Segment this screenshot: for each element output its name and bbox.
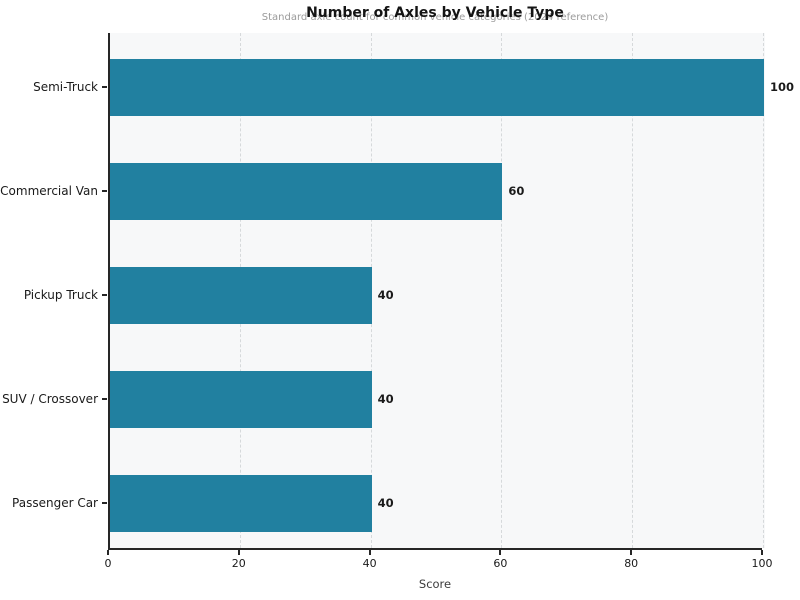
y-tick-mark (102, 86, 107, 88)
chart-subtitle: Standard axle count for common vehicle c… (261, 12, 609, 23)
x-axis-label: Score (418, 577, 452, 591)
bar-pickup-truck (110, 266, 372, 324)
y-tick-mark (102, 190, 107, 192)
bar-value-label: 100 (770, 80, 795, 94)
y-tick-mark (102, 502, 107, 504)
y-tick-mark (102, 398, 107, 400)
plot-area (108, 33, 765, 550)
bar-value-label: 40 (377, 288, 394, 302)
bar-suv-crossover (110, 370, 372, 428)
x-tick-label: 0 (104, 557, 112, 570)
x-tick-label: 60 (493, 557, 508, 570)
x-tick-mark (107, 550, 109, 555)
y-tick-label: Passenger Car (12, 496, 98, 510)
x-tick-mark (761, 550, 763, 555)
gridline (763, 33, 764, 548)
x-tick-mark (630, 550, 633, 555)
bar-semi-truck (110, 58, 764, 116)
x-tick-mark (237, 550, 240, 555)
bar-passenger-car (110, 474, 372, 532)
x-tick-label: 40 (362, 557, 377, 570)
bar-value-label: 60 (508, 184, 525, 198)
y-tick-mark (102, 294, 107, 296)
bar-commercial-van (110, 162, 503, 220)
bar-value-label: 40 (377, 496, 394, 510)
x-tick-label: 80 (624, 557, 639, 570)
x-tick-mark (368, 550, 371, 555)
y-tick-label: Semi-Truck (33, 80, 98, 94)
y-tick-label: Commercial Van (0, 184, 98, 198)
x-tick-label: 100 (751, 557, 773, 570)
chart-title: Number of Axles by Vehicle Type (306, 5, 564, 21)
bar-value-label: 40 (377, 392, 394, 406)
x-tick-mark (499, 550, 502, 555)
y-tick-label: Pickup Truck (23, 288, 98, 302)
y-tick-label: SUV / Crossover (2, 392, 98, 406)
gridline (632, 33, 634, 548)
gridline (501, 33, 503, 548)
x-tick-label: 20 (231, 557, 246, 570)
